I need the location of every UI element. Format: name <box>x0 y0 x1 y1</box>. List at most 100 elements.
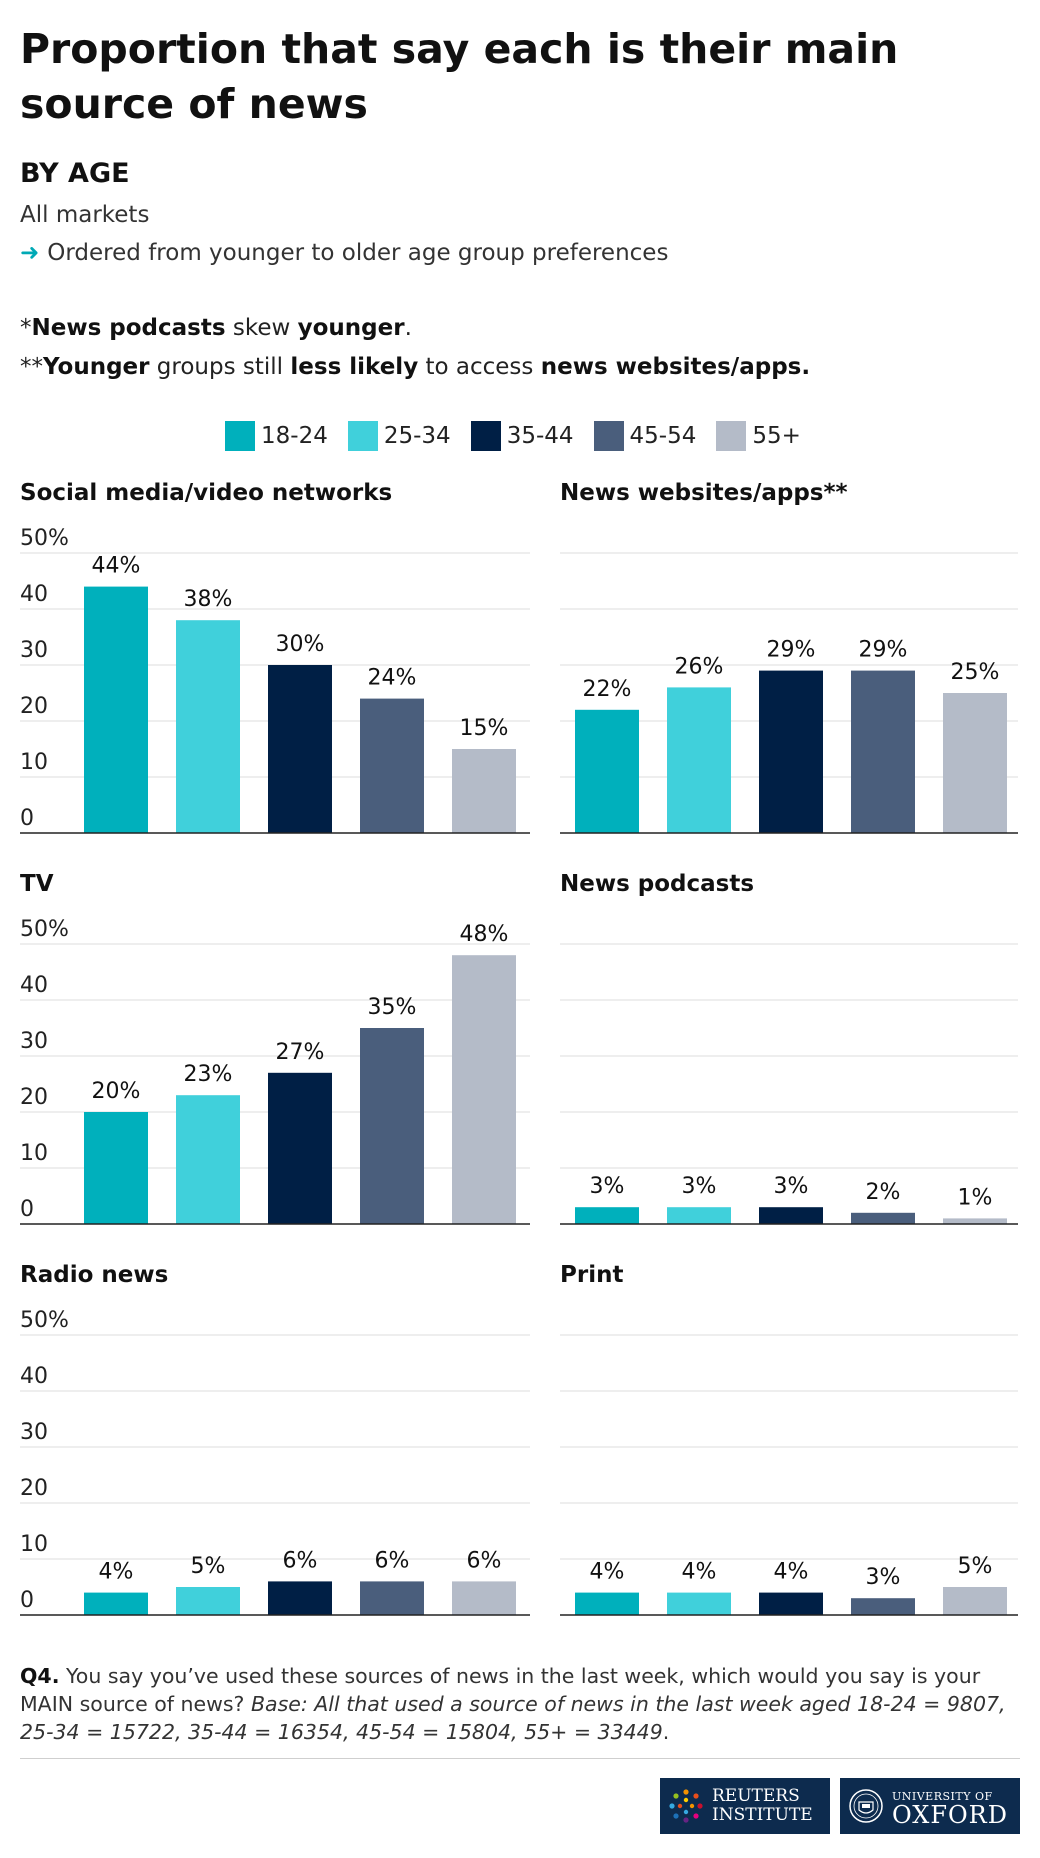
bar <box>84 586 148 833</box>
bar <box>575 709 639 833</box>
data-label: 29% <box>767 638 816 663</box>
reuters-wordmark: REUTERS INSTITUTE <box>712 1787 813 1825</box>
oxford-crest-icon <box>849 1789 883 1823</box>
data-label: 44% <box>92 554 141 579</box>
note2-prefix: ** <box>20 354 43 380</box>
bar <box>268 1072 332 1224</box>
y-tick-label: 30 <box>20 638 48 663</box>
bar <box>667 1207 731 1224</box>
data-label: 20% <box>92 1079 141 1104</box>
bar <box>176 1095 240 1224</box>
bar <box>452 955 516 1224</box>
footnote-end: . <box>662 1720 670 1744</box>
bar <box>667 1592 731 1615</box>
bar <box>943 1218 1007 1224</box>
panel-title: News websites/apps** <box>560 480 848 506</box>
y-tick-label: 0 <box>20 806 34 831</box>
footnote-question: You say you’ve used these sources of new… <box>20 1664 981 1716</box>
data-label: 38% <box>184 587 233 612</box>
order-line: ➜ Ordered from younger to older age group… <box>20 240 668 266</box>
data-label: 5% <box>958 1554 993 1579</box>
data-label: 15% <box>460 716 509 741</box>
note1-mid: skew <box>225 315 298 341</box>
data-label: 4% <box>682 1560 717 1585</box>
reuters-dots-icon <box>669 1789 703 1823</box>
data-label: 6% <box>375 1548 410 1573</box>
bar <box>759 1592 823 1615</box>
reuters-line2: INSTITUTE <box>712 1805 813 1825</box>
note2-bold-1: Younger <box>43 354 150 380</box>
chart-subtitle: BY AGE <box>20 158 130 189</box>
data-label: 29% <box>859 638 908 663</box>
legend-swatch <box>225 421 255 451</box>
data-label: 27% <box>276 1040 325 1065</box>
survey-footnote: Q4. You say you’ve used these sources of… <box>20 1662 1020 1746</box>
y-tick-label: 50% <box>20 1308 69 1333</box>
legend-label: 35-44 <box>506 423 574 449</box>
bar <box>759 1207 823 1224</box>
y-tick-label: 30 <box>20 1029 48 1054</box>
oxford-line2: OXFORD <box>892 1801 1008 1829</box>
data-label: 30% <box>276 632 325 657</box>
data-label: 3% <box>590 1174 625 1199</box>
legend-swatch <box>470 421 501 451</box>
arrow-right-icon: ➜ <box>20 240 40 266</box>
data-label: 22% <box>583 677 632 702</box>
note-podcasts: *News podcasts skew younger. <box>20 315 412 341</box>
y-tick-label: 40 <box>20 582 48 607</box>
data-label: 4% <box>99 1560 134 1585</box>
y-tick-label: 50% <box>20 526 69 551</box>
y-tick-label: 10 <box>20 1141 48 1166</box>
y-tick-label: 20 <box>20 694 48 719</box>
bar <box>851 1212 915 1224</box>
legend-swatch <box>347 421 378 451</box>
y-tick-label: 40 <box>20 973 48 998</box>
bar <box>360 1581 424 1615</box>
legend-item-25-34: 25-34 <box>347 421 451 451</box>
footnote-base: Base: All that used a source of news in … <box>20 1692 1006 1744</box>
oxford-university-logo: UNIVERSITY OF OXFORD <box>840 1778 1020 1834</box>
bar <box>84 1112 148 1224</box>
footnote-question-number: Q4. <box>20 1664 60 1688</box>
data-label: 23% <box>184 1062 233 1087</box>
note-websites: **Younger groups still less likely to ac… <box>20 354 810 380</box>
legend-label: 25-34 <box>383 423 451 449</box>
chart-title: Proportion that say each is their main s… <box>20 25 899 128</box>
footer-divider <box>20 1758 1020 1759</box>
bar <box>851 670 915 833</box>
legend-swatch <box>593 421 624 451</box>
bar <box>943 1587 1007 1615</box>
bar <box>84 1592 148 1615</box>
panel-title: Social media/video networks <box>20 480 392 506</box>
y-tick-label: 40 <box>20 1364 48 1389</box>
bar <box>667 687 731 833</box>
bar <box>268 1581 332 1615</box>
note2-bold-3: news websites/apps. <box>540 354 811 380</box>
note2-mid-1: groups still <box>149 354 291 380</box>
note1-bold-1: News podcasts <box>31 315 226 341</box>
reuters-institute-logo: REUTERS INSTITUTE <box>660 1778 830 1834</box>
data-label: 6% <box>283 1548 318 1573</box>
reuters-line1: REUTERS <box>712 1786 800 1806</box>
data-label: 3% <box>866 1565 901 1590</box>
legend-label: 45-54 <box>629 423 697 449</box>
data-label: 35% <box>368 995 417 1020</box>
bar <box>851 1598 915 1615</box>
y-tick-label: 20 <box>20 1085 48 1110</box>
bar <box>575 1207 639 1224</box>
data-label: 2% <box>866 1180 901 1205</box>
bar <box>176 620 240 833</box>
order-line-text: Ordered from younger to older age group … <box>47 240 669 266</box>
data-label: 6% <box>467 1548 502 1573</box>
legend-item-45-54: 45-54 <box>593 421 697 451</box>
bar <box>176 1587 240 1615</box>
data-label: 3% <box>682 1174 717 1199</box>
data-label: 26% <box>675 654 724 679</box>
note1-bold-2: younger <box>297 315 405 341</box>
data-label: 48% <box>460 922 509 947</box>
y-tick-label: 10 <box>20 1532 48 1557</box>
market-line: All markets <box>20 202 150 228</box>
bar <box>759 670 823 833</box>
bar <box>452 1581 516 1615</box>
y-tick-label: 20 <box>20 1476 48 1501</box>
